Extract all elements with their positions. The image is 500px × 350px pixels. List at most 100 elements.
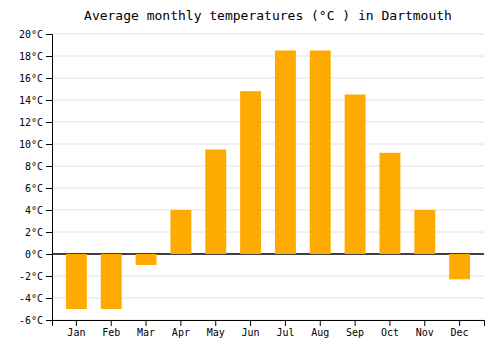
tick: 4°C [25,205,52,216]
bar [449,254,470,279]
x-axis: Jan Feb Mar Apr May Jun Jul Aug Sep Oct Nov Dec [53,320,485,338]
tick: 0°C [25,249,52,260]
tick-mark [250,320,251,326]
bar [101,254,122,309]
tick: -4°C [19,293,52,304]
tick-label: -4°C [19,293,43,304]
grid-line [52,34,484,35]
tick: -6°C [19,315,52,326]
tick-label: 16°C [19,73,43,84]
tick-mark [46,254,52,255]
tick-mark [180,320,181,326]
tick: 20°C [19,29,52,40]
y-axis: -6°C -4°C -2°C 0°C 2°C 4°C 6°C 8°C 10°C 12°C 14°C 1… [19,29,53,326]
bar [205,150,226,255]
title: Average monthly temperatures (°C ) in Da… [84,8,452,23]
tick-mark [111,320,112,326]
grid-line [52,100,484,101]
tick: 16°C [19,73,52,84]
tick: 10°C [19,139,52,150]
tick: Oct [381,320,399,338]
tick-label: Jun [242,327,260,338]
axis-line [46,35,53,321]
bar [275,51,296,255]
tick-label: 20°C [19,29,43,40]
tick: Aug [311,320,329,338]
tick-mark [215,320,216,326]
tick-mark [389,320,390,326]
bar [170,210,191,254]
grid-line [52,144,484,145]
grid-line [52,78,484,79]
tick-mark [46,232,52,233]
chart: -6°C -4°C -2°C 0°C 2°C 4°C 6°C 8°C 10°C 12°C 14°C 1… [0,0,500,350]
tick-label: 0°C [25,249,43,260]
tick-label: 4°C [25,205,43,216]
tick-label: Nov [416,327,434,338]
tick: -2°C [19,271,52,282]
tick-mark [355,320,356,326]
tick-label: Apr [172,327,190,338]
tick-mark [46,144,52,145]
axis-line [53,321,485,327]
tick: Mar [137,320,155,338]
tick-label: 2°C [25,227,43,238]
tick: 14°C [19,95,52,106]
grid [52,34,484,320]
tick-mark [46,276,52,277]
bar [414,210,435,254]
tick-label: 6°C [25,183,43,194]
tick-label: -2°C [19,271,43,282]
tick-label: Oct [381,327,399,338]
tick-mark [46,122,52,123]
tick-label: 14°C [19,95,43,106]
tick-label: Mar [137,327,155,338]
tick-label: -6°C [19,315,43,326]
tick: Jun [242,320,260,338]
tick-mark [76,320,77,326]
grid-line [52,188,484,189]
tick-mark [320,320,321,326]
tick: 18°C [19,51,52,62]
tick-label: Jul [276,327,294,338]
tick: Apr [172,320,190,338]
tick-mark [46,100,52,101]
tick-mark [146,320,147,326]
tick-label: 8°C [25,161,43,172]
bar [379,153,400,254]
tick: Jan [67,320,85,338]
bars [66,51,470,310]
tick: Feb [102,320,120,338]
tick-mark [46,298,52,299]
tick: 6°C [25,183,52,194]
tick-label: Jan [67,327,85,338]
tick-mark [424,320,425,326]
tick: Jul [276,320,294,338]
grid-line [52,122,484,123]
tick-mark [46,166,52,167]
grid-line [52,166,484,167]
tick: May [207,320,225,338]
tick: 2°C [25,227,52,238]
bar [240,91,261,254]
bar [66,254,87,309]
tick-mark [46,34,52,35]
tick-label: Dec [451,327,469,338]
tick: Dec [451,320,469,338]
tick-mark [285,320,286,326]
grid-line [52,56,484,57]
tick: 12°C [19,117,52,128]
bar [310,51,331,255]
plot-area: -6°C -4°C -2°C 0°C 2°C 4°C 6°C 8°C 10°C 12°C 14°C 1… [19,29,485,338]
tick-mark [46,210,52,211]
tick-label: Feb [102,327,120,338]
tick-mark [459,320,460,326]
tick-mark [46,56,52,57]
tick-label: 10°C [19,139,43,150]
tick: Nov [416,320,434,338]
bar [345,95,366,255]
tick: Sep [346,320,364,338]
tick-mark [46,78,52,79]
tick-label: Aug [311,327,329,338]
tick-mark [46,188,52,189]
